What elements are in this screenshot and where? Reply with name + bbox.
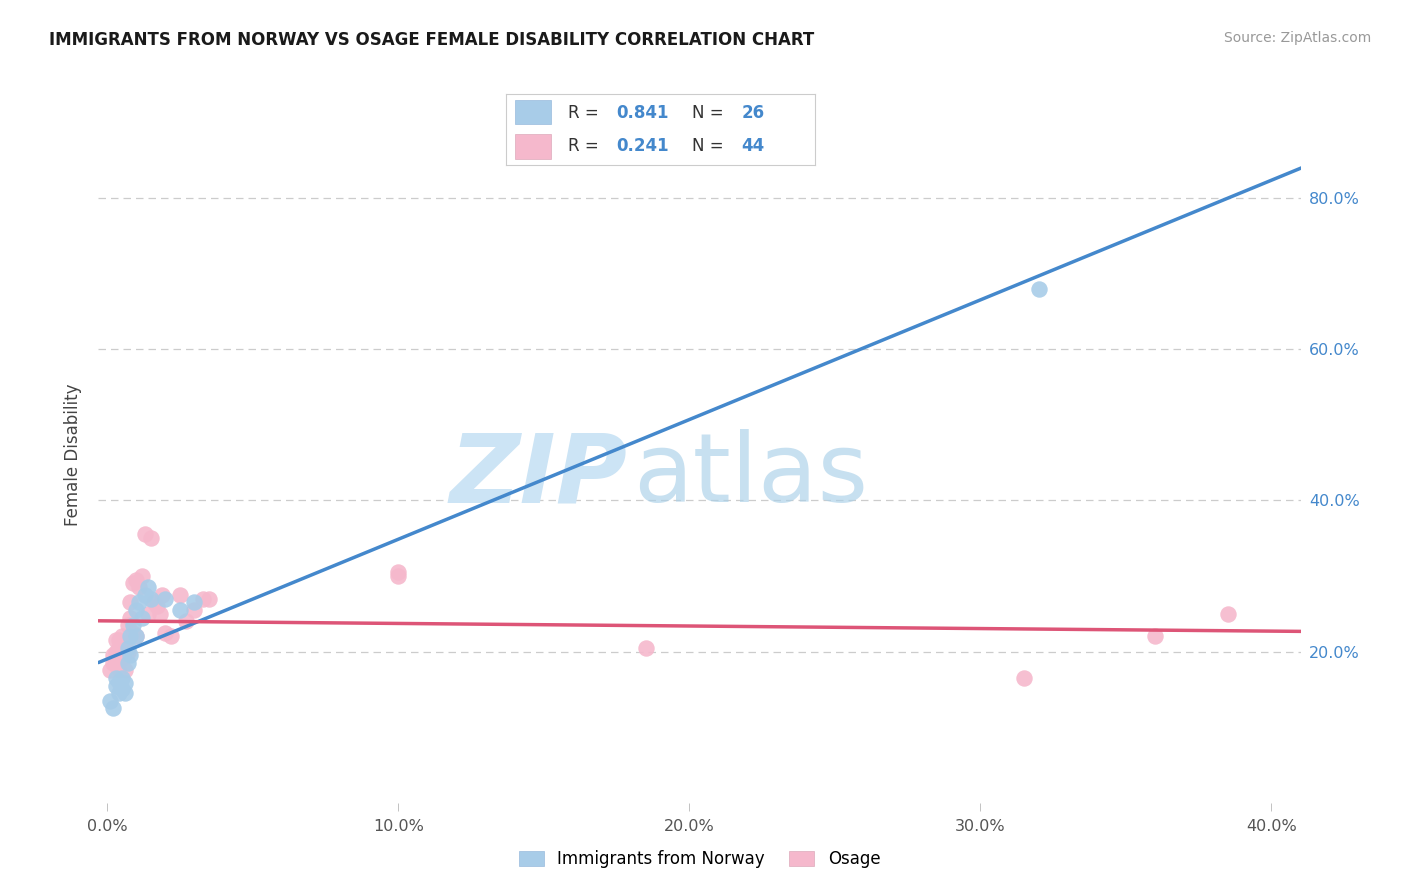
FancyBboxPatch shape [516, 100, 551, 124]
Point [111, 682, 134, 697]
Point [117, 640, 139, 655]
Point [1028, 281, 1050, 295]
Text: N =: N = [692, 104, 728, 122]
Point [107, 664, 129, 678]
Point [136, 607, 159, 621]
Point [169, 603, 191, 617]
Text: Source: ZipAtlas.com: Source: ZipAtlas.com [1223, 31, 1371, 45]
Point [125, 573, 148, 587]
Point [114, 686, 136, 700]
Point [174, 615, 197, 629]
Point [125, 629, 148, 643]
Point [128, 595, 150, 609]
Point [104, 671, 127, 685]
Text: R =: R = [568, 104, 605, 122]
Text: atlas: atlas [633, 429, 869, 523]
Point [183, 603, 205, 617]
Point [136, 580, 159, 594]
Point [120, 610, 142, 624]
Point [1143, 629, 1166, 643]
Point [139, 531, 162, 545]
Point [107, 633, 129, 648]
Point [101, 701, 124, 715]
Point [104, 644, 127, 658]
Point [142, 595, 165, 609]
Text: 44: 44 [741, 136, 765, 154]
Point [101, 656, 124, 670]
Point [104, 633, 127, 648]
Point [98, 694, 121, 708]
Point [120, 648, 142, 663]
Point [125, 629, 148, 643]
Point [148, 607, 170, 621]
Legend: Immigrants from Norway, Osage: Immigrants from Norway, Osage [512, 843, 887, 874]
Point [152, 588, 174, 602]
Point [114, 676, 136, 690]
Text: ZIP: ZIP [450, 429, 627, 523]
Point [120, 629, 142, 643]
Y-axis label: Female Disability: Female Disability [63, 384, 82, 526]
Point [128, 580, 150, 594]
Point [169, 588, 191, 602]
Point [160, 629, 183, 643]
Point [111, 629, 134, 643]
Point [107, 686, 129, 700]
Text: 0.241: 0.241 [616, 136, 669, 154]
Point [111, 671, 134, 685]
Point [139, 591, 162, 606]
Text: N =: N = [692, 136, 728, 154]
Point [114, 637, 136, 651]
Point [111, 652, 134, 666]
Point [198, 591, 221, 606]
Text: R =: R = [568, 136, 605, 154]
Point [107, 674, 129, 689]
Point [155, 625, 177, 640]
Point [120, 595, 142, 609]
Point [122, 576, 145, 591]
Point [98, 664, 121, 678]
Point [183, 595, 205, 609]
Point [387, 565, 409, 579]
Point [134, 588, 156, 602]
Point [122, 618, 145, 632]
Point [155, 591, 177, 606]
Point [117, 618, 139, 632]
FancyBboxPatch shape [516, 135, 551, 159]
Point [111, 637, 134, 651]
Point [107, 640, 129, 655]
Point [104, 656, 127, 670]
Text: 0.841: 0.841 [616, 104, 668, 122]
Point [117, 644, 139, 658]
Point [125, 603, 148, 617]
Point [117, 656, 139, 670]
Text: 26: 26 [741, 104, 765, 122]
Point [634, 640, 657, 655]
Point [134, 527, 156, 541]
Text: IMMIGRANTS FROM NORWAY VS OSAGE FEMALE DISABILITY CORRELATION CHART: IMMIGRANTS FROM NORWAY VS OSAGE FEMALE D… [49, 31, 814, 49]
Point [114, 664, 136, 678]
Point [387, 569, 409, 583]
Point [101, 648, 124, 663]
Point [1216, 607, 1239, 621]
Point [1012, 671, 1035, 685]
Point [131, 569, 153, 583]
Point [104, 679, 127, 693]
Point [122, 625, 145, 640]
Point [145, 599, 167, 614]
Point [131, 610, 153, 624]
Point [193, 591, 215, 606]
